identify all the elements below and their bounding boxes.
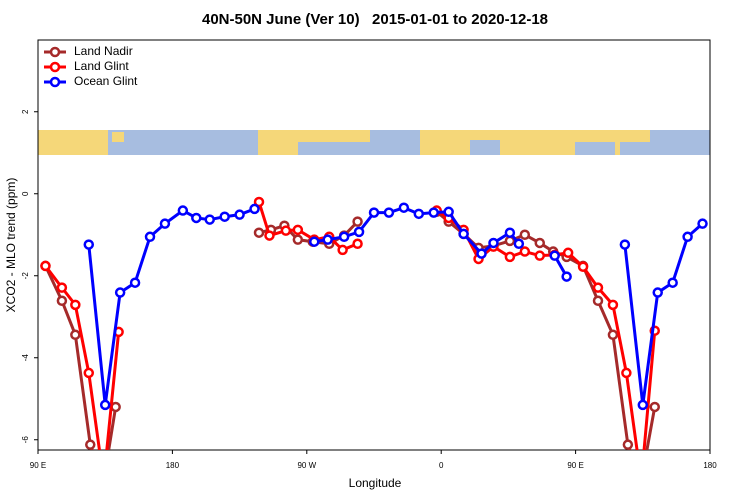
point — [383, 207, 395, 218]
x-tick-label: 180 — [166, 461, 180, 470]
point — [253, 196, 265, 208]
point — [56, 282, 68, 293]
point — [428, 207, 439, 218]
point — [83, 239, 95, 250]
point — [649, 401, 660, 413]
point — [70, 299, 81, 311]
point — [519, 229, 531, 240]
y-tick-label: -2 — [21, 272, 30, 280]
point — [100, 477, 108, 485]
point — [519, 246, 531, 257]
point — [476, 248, 487, 259]
point — [338, 231, 350, 243]
point — [592, 282, 604, 293]
point — [292, 224, 304, 236]
point — [458, 228, 469, 240]
point — [513, 238, 525, 250]
point — [534, 250, 546, 261]
legend-label: Land Glint — [74, 59, 129, 73]
point — [637, 399, 649, 411]
point — [159, 218, 171, 229]
point — [504, 251, 516, 263]
point — [637, 477, 645, 485]
point — [352, 238, 363, 250]
point — [309, 236, 320, 247]
point — [100, 477, 108, 485]
y-axis-label: XCO2 - MLO trend (ppm) — [4, 178, 18, 313]
x-tick-label: 180 — [703, 461, 717, 470]
point — [697, 218, 708, 229]
point — [352, 216, 363, 227]
point — [292, 234, 304, 245]
x-tick-label: 90 W — [297, 461, 316, 470]
legend-label: Ocean Glint — [74, 74, 138, 88]
point — [177, 205, 189, 216]
point — [83, 367, 95, 379]
plot-area — [40, 196, 708, 485]
point — [682, 231, 693, 243]
point — [622, 439, 634, 450]
legend-label: Land Nadir — [74, 44, 133, 58]
point — [667, 277, 678, 288]
x-tick-label: 90 E — [567, 461, 583, 470]
point — [56, 295, 68, 307]
point — [621, 367, 632, 379]
point — [144, 231, 156, 243]
y-tick-label: -6 — [21, 436, 30, 444]
point — [99, 399, 111, 411]
point — [577, 261, 589, 272]
point — [129, 277, 141, 288]
point — [637, 477, 645, 485]
point — [353, 226, 365, 238]
point — [413, 208, 425, 220]
point — [40, 260, 51, 272]
point — [234, 209, 245, 220]
point — [249, 203, 260, 215]
point — [368, 207, 380, 218]
legend-marker — [49, 76, 61, 88]
point — [280, 225, 292, 236]
point — [534, 237, 546, 249]
point — [191, 212, 202, 224]
point — [607, 299, 619, 311]
x-axis-label: Longitude — [349, 476, 402, 490]
point — [562, 247, 574, 259]
point — [219, 211, 230, 222]
series-line — [44, 201, 657, 450]
point — [592, 295, 604, 307]
legend-marker — [49, 61, 61, 73]
point — [253, 227, 265, 238]
y-tick-label: 2 — [21, 109, 30, 114]
point — [322, 234, 333, 245]
point — [443, 206, 454, 218]
point — [85, 439, 96, 450]
point — [70, 329, 81, 341]
point — [561, 271, 572, 282]
legend-marker — [49, 46, 61, 58]
point — [549, 250, 560, 261]
point — [488, 237, 499, 249]
point — [264, 230, 275, 241]
chart-title: 40N-50N June (Ver 10) 2015-01-01 to 2020… — [202, 11, 548, 28]
point — [652, 287, 663, 298]
plot-frame — [37, 39, 711, 451]
point — [607, 329, 619, 341]
point — [204, 214, 215, 225]
point — [619, 239, 631, 250]
x-tick-label: 0 — [439, 461, 444, 470]
point — [504, 227, 516, 238]
point — [398, 202, 410, 213]
x-tick-label: 90 E — [30, 461, 46, 470]
point — [114, 287, 126, 298]
y-tick-label: -4 — [21, 354, 30, 362]
point — [337, 244, 348, 256]
map-strip — [38, 130, 710, 155]
y-tick-label: 0 — [21, 191, 30, 196]
